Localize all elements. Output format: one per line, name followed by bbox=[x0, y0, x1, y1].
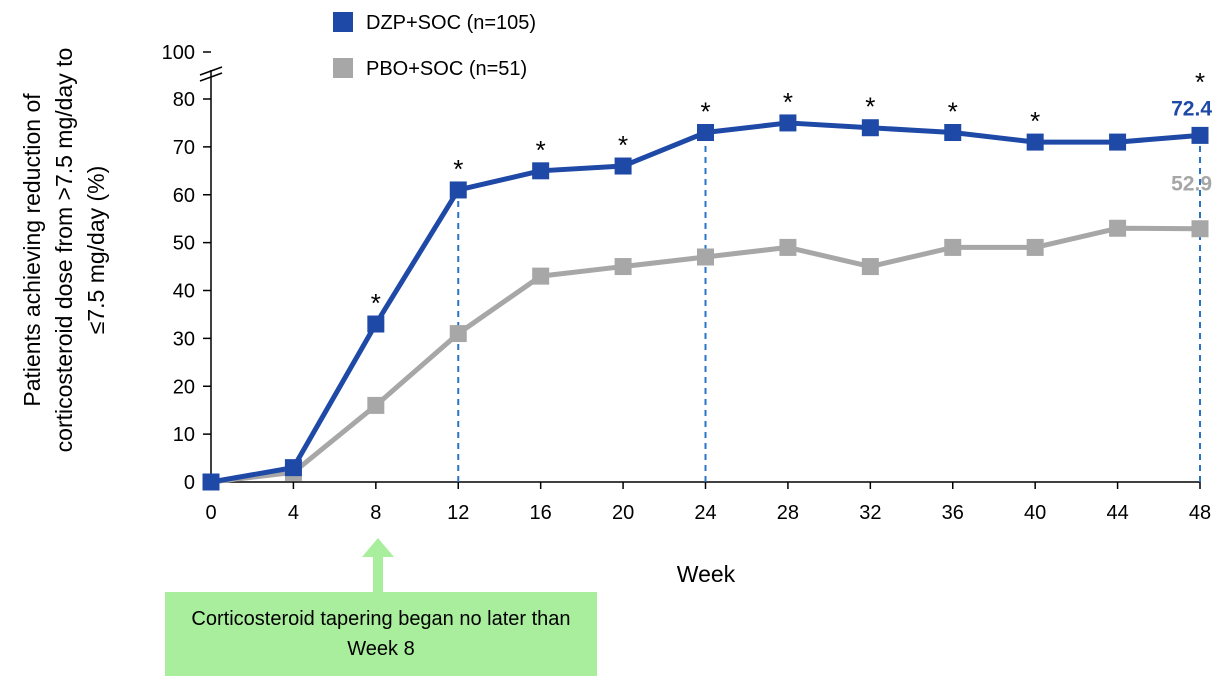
marker-dzp bbox=[1109, 133, 1127, 151]
callout-box: Corticosteroid tapering began no later t… bbox=[165, 592, 597, 676]
x-tick-label: 20 bbox=[612, 502, 634, 524]
x-tick-label: 0 bbox=[205, 502, 216, 524]
significance-star: * bbox=[865, 92, 875, 122]
legend-label-pbo: PBO+SOC (n=51) bbox=[366, 58, 527, 80]
marker-pbo bbox=[449, 325, 467, 343]
x-ticks: 0 4 8 12 16 20 24 28 32 36 40 44 48 bbox=[205, 482, 1211, 524]
significance-star: * bbox=[618, 130, 628, 160]
marker-pbo bbox=[1109, 219, 1127, 237]
significance-star: * bbox=[783, 87, 793, 117]
y-axis-title: Patients achieving reduction of corticos… bbox=[19, 48, 109, 453]
end-value-label-dzp: 72.4 bbox=[1171, 97, 1212, 120]
end-value-label-pbo: 52.9 bbox=[1171, 173, 1212, 196]
marker-pbo bbox=[614, 258, 632, 276]
marker-pbo bbox=[944, 238, 962, 256]
y-axis-title-line-3: ≤7.5 mg/day (%) bbox=[83, 166, 109, 335]
marker-dzp bbox=[449, 181, 467, 199]
x-tick-label: 40 bbox=[1024, 502, 1046, 524]
y-axis-title-line-2: corticosteroid dose from >7.5 mg/day to bbox=[51, 48, 77, 453]
y-tick-label: 20 bbox=[173, 376, 195, 398]
reference-lines bbox=[457, 132, 1201, 482]
y-tick-label: 70 bbox=[173, 137, 195, 159]
marker-dzp bbox=[779, 114, 797, 132]
significance-star: * bbox=[1195, 67, 1205, 97]
marker-pbo bbox=[1026, 238, 1044, 256]
significance-star: * bbox=[1030, 106, 1040, 136]
significance-star: * bbox=[371, 288, 381, 318]
marker-pbo bbox=[367, 396, 385, 414]
y-tick-label: 40 bbox=[173, 281, 195, 303]
marker-dzp bbox=[944, 124, 962, 142]
x-tick-label: 48 bbox=[1189, 502, 1211, 524]
significance-star: * bbox=[536, 135, 546, 165]
marker-dzp bbox=[284, 459, 302, 477]
significance-star: * bbox=[948, 97, 958, 127]
y-tick-label: 0 bbox=[184, 472, 195, 494]
x-tick-label: 4 bbox=[288, 502, 299, 524]
marker-dzp bbox=[861, 119, 879, 137]
x-tick-label: 16 bbox=[530, 502, 552, 524]
y-tick-label: 10 bbox=[173, 424, 195, 446]
marker-dzp bbox=[367, 315, 385, 333]
series-markers bbox=[202, 114, 1209, 491]
marker-dzp bbox=[202, 473, 220, 491]
x-tick-label: 36 bbox=[942, 502, 964, 524]
legend-swatch-dzp bbox=[333, 12, 353, 32]
callout-text: Corticosteroid tapering began no later t… bbox=[191, 608, 571, 660]
x-tick-label: 24 bbox=[694, 502, 716, 524]
marker-pbo bbox=[697, 248, 714, 266]
significance-star: * bbox=[700, 97, 710, 127]
y-ticks: 0 10 20 30 40 50 60 70 80 100 bbox=[162, 42, 211, 494]
marker-pbo bbox=[532, 267, 550, 285]
marker-pbo bbox=[861, 258, 879, 276]
y-axis-title-line-1: Patients achieving reduction of bbox=[19, 93, 45, 407]
y-axis-break bbox=[199, 66, 223, 82]
end-value-labels: 72.4 52.9 bbox=[1171, 97, 1212, 195]
marker-dzp bbox=[614, 157, 632, 175]
x-tick-label: 12 bbox=[447, 502, 469, 524]
marker-dzp bbox=[532, 162, 550, 180]
significance-star: * bbox=[453, 154, 463, 184]
y-tick-label: 80 bbox=[173, 89, 195, 111]
marker-dzp bbox=[1026, 133, 1044, 151]
legend: DZP+SOC (n=105) PBO+SOC (n=51) bbox=[333, 12, 536, 80]
marker-dzp bbox=[1191, 126, 1209, 144]
marker-pbo bbox=[1191, 220, 1209, 238]
marker-pbo bbox=[779, 238, 797, 256]
x-axis-title: Week bbox=[677, 561, 736, 587]
y-tick-label: 30 bbox=[173, 328, 195, 350]
x-tick-label: 8 bbox=[370, 502, 381, 524]
y-tick-label: 50 bbox=[173, 233, 195, 255]
legend-swatch-pbo bbox=[333, 58, 353, 78]
y-tick-label: 60 bbox=[173, 185, 195, 207]
x-tick-label: 28 bbox=[777, 502, 799, 524]
callout-arrow bbox=[362, 538, 394, 592]
marker-dzp bbox=[697, 124, 714, 142]
x-tick-label: 32 bbox=[859, 502, 881, 524]
significance-stars: * * * * * * * * * * bbox=[371, 67, 1205, 318]
y-tick-label: 100 bbox=[162, 42, 195, 64]
x-tick-label: 44 bbox=[1106, 502, 1128, 524]
legend-label-dzp: DZP+SOC (n=105) bbox=[366, 12, 536, 34]
